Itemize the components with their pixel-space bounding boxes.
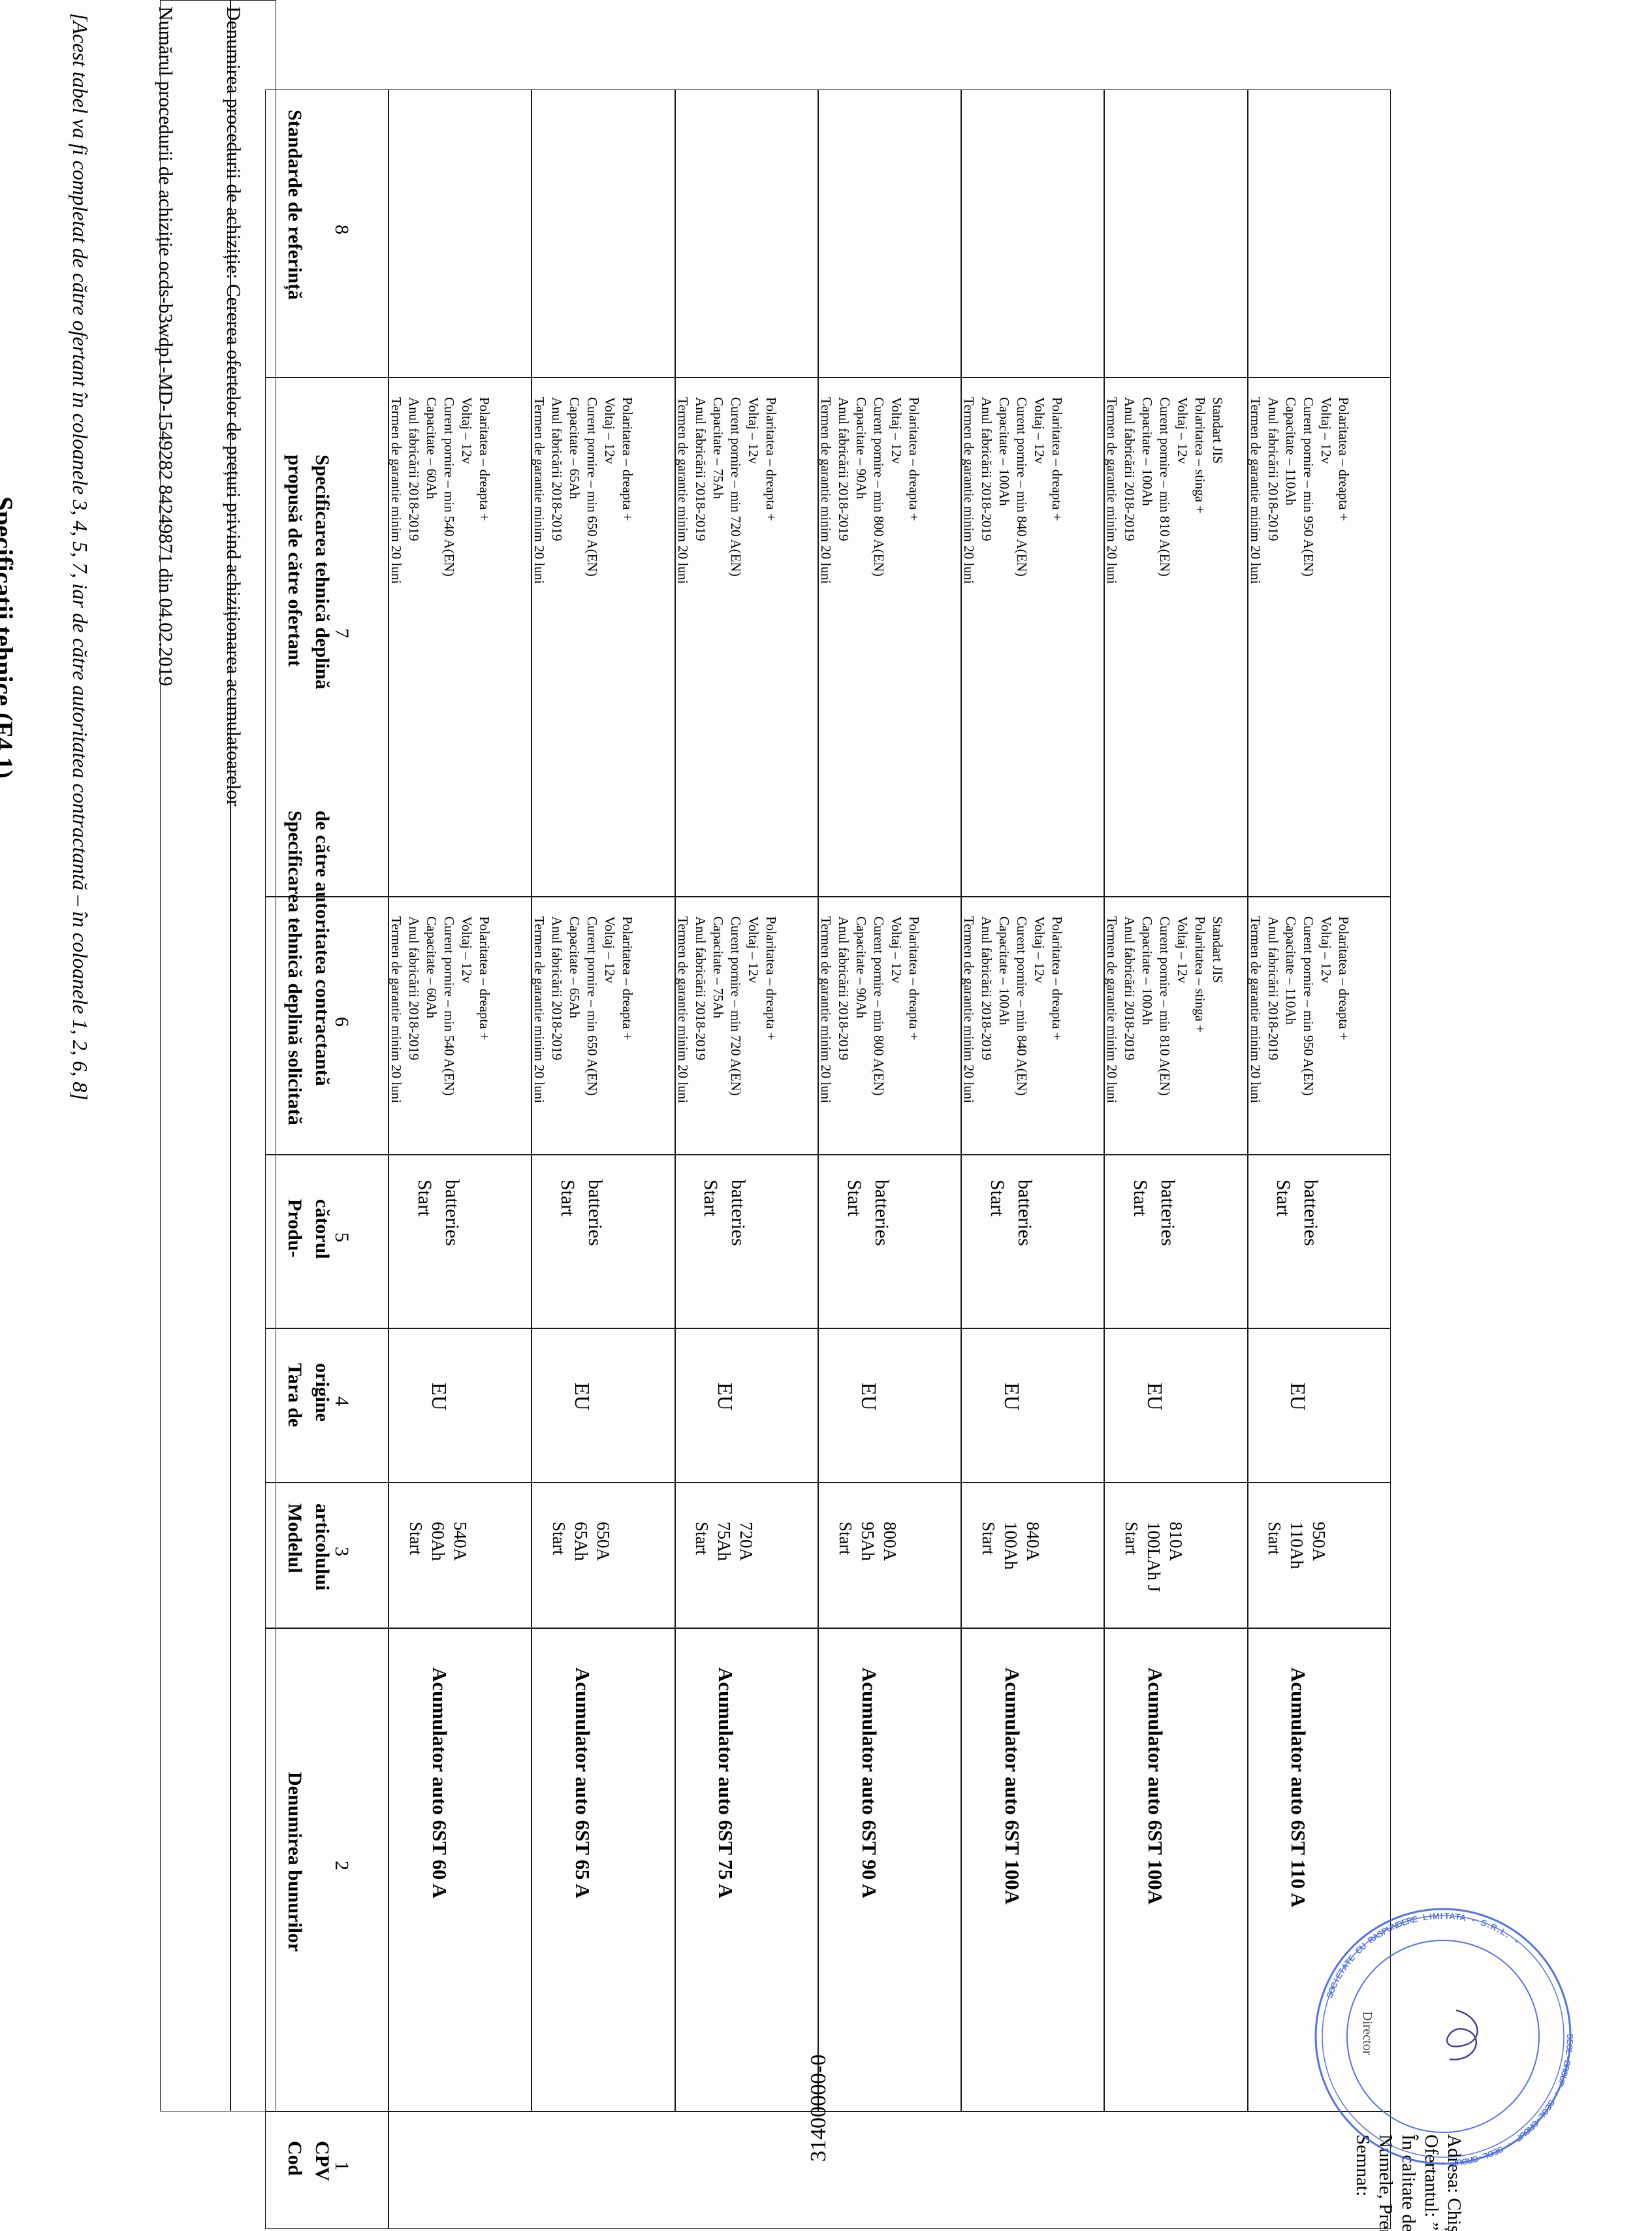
svg-text:P: P bbox=[1450, 2158, 1457, 2167]
svg-text:•: • bbox=[1513, 1936, 1521, 1946]
svg-text:Director: Director bbox=[1360, 2012, 1374, 2055]
svg-text:M: M bbox=[1433, 1911, 1440, 1921]
svg-text:A: A bbox=[1459, 1912, 1467, 1923]
svg-text:•: • bbox=[1441, 2159, 1444, 2167]
svg-text:L: L bbox=[1422, 1912, 1429, 1922]
svg-text:L: L bbox=[1564, 2049, 1574, 2056]
svg-text:I: I bbox=[1440, 1911, 1443, 1921]
svg-text:•: • bbox=[1506, 2140, 1514, 2149]
